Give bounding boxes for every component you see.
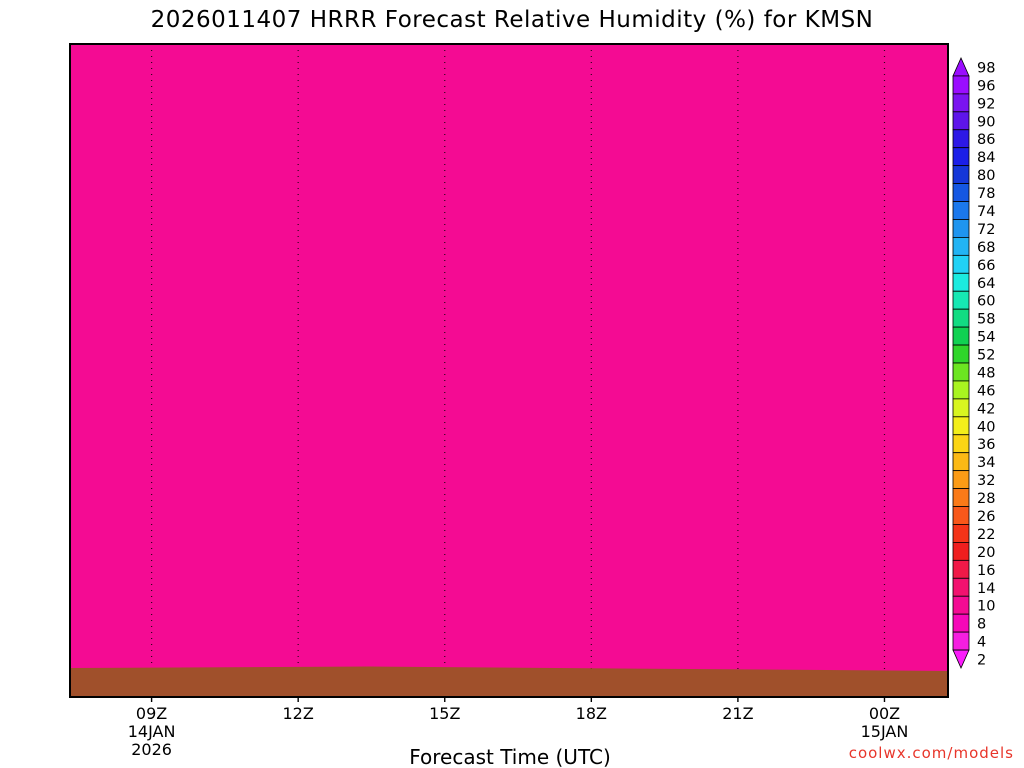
colorbar-swatch xyxy=(952,434,970,454)
colorbar-label: 22 xyxy=(977,527,995,543)
colorbar-label: 48 xyxy=(977,365,995,381)
x-tick-label: 2026 xyxy=(131,740,172,759)
colorbar-label: 14 xyxy=(977,581,995,597)
colorbar-swatch xyxy=(952,129,970,149)
colorbar-swatch xyxy=(952,272,970,292)
colorbar-label: 42 xyxy=(977,401,995,417)
colorbar-label: 86 xyxy=(977,132,995,148)
x-tick-label: 00Z xyxy=(869,704,900,723)
colorbar-swatch xyxy=(952,57,970,77)
colorbar-swatch xyxy=(952,201,970,220)
colorbar-swatch xyxy=(952,290,970,310)
colorbar-swatch xyxy=(952,344,970,364)
colorbar-swatch xyxy=(952,219,970,238)
colorbar-label: 40 xyxy=(977,419,995,435)
colorbar-label: 2 xyxy=(977,653,986,669)
colorbar-swatch xyxy=(952,542,970,561)
colorbar-label: 66 xyxy=(977,258,995,274)
colorbar-label: 84 xyxy=(977,150,995,166)
colorbar-label: 78 xyxy=(977,186,995,202)
colorbar-swatch xyxy=(952,470,970,489)
colorbar-label: 54 xyxy=(977,330,995,346)
plot-frame xyxy=(69,43,949,698)
colorbar-swatch xyxy=(952,75,970,95)
colorbar-label: 20 xyxy=(977,545,995,561)
colorbar-label: 96 xyxy=(977,78,995,94)
colorbar-swatch xyxy=(952,488,970,507)
x-tick-label: 09Z xyxy=(136,704,167,723)
x-tick-label: 14JAN xyxy=(128,722,176,741)
colorbar-label: 36 xyxy=(977,437,995,453)
colorbar-swatch xyxy=(952,380,970,400)
colorbar-label: 10 xyxy=(977,599,995,615)
colorbar-swatch xyxy=(952,595,970,615)
colorbar-label: 26 xyxy=(977,509,995,525)
colorbar-label: 32 xyxy=(977,473,995,489)
colorbar-label: 4 xyxy=(977,635,986,651)
gridlines xyxy=(150,44,886,697)
colorbar-swatch xyxy=(952,577,970,597)
colorbar-swatch xyxy=(952,93,970,113)
colorbar-swatch xyxy=(952,524,970,543)
colorbar-label: 72 xyxy=(977,222,995,238)
colorbar-label: 16 xyxy=(977,563,995,579)
credit-text: coolwx.com/models xyxy=(849,744,1014,762)
colorbar-swatch xyxy=(952,649,970,669)
colorbar-swatch xyxy=(952,416,970,436)
colorbar-swatch xyxy=(952,308,970,328)
x-axis-label: Forecast Time (UTC) xyxy=(409,745,611,768)
colorbar-swatch xyxy=(952,613,970,633)
x-tick-label: 15JAN xyxy=(861,722,909,741)
colorbar: 9896929086848078747268666460585452484642… xyxy=(952,57,995,669)
colorbar-label: 90 xyxy=(977,114,995,130)
colorbar-label: 34 xyxy=(977,455,995,471)
plot-area xyxy=(70,44,948,697)
colorbar-swatch xyxy=(952,254,970,274)
colorbar-swatch xyxy=(952,559,970,579)
colorbar-swatch xyxy=(952,237,970,256)
colorbar-swatch xyxy=(952,452,970,472)
colorbar-label: 52 xyxy=(977,348,995,364)
colorbar-swatch xyxy=(952,631,970,651)
colorbar-label: 8 xyxy=(977,617,986,633)
colorbar-swatch xyxy=(952,326,970,346)
colorbar-swatch xyxy=(952,398,970,418)
colorbar-label: 46 xyxy=(977,383,995,399)
colorbar-label: 92 xyxy=(977,96,995,112)
colorbar-label: 58 xyxy=(977,312,995,328)
x-tick-label: 12Z xyxy=(283,704,314,723)
x-tick-label: 21Z xyxy=(722,704,753,723)
colorbar-label: 68 xyxy=(977,240,995,256)
terrain-ground xyxy=(70,666,948,697)
colorbar-label: 98 xyxy=(977,60,995,76)
colorbar-swatch xyxy=(952,147,970,167)
chart-title: 2026011407 HRRR Forecast Relative Humidi… xyxy=(151,7,874,33)
colorbar-swatch xyxy=(952,165,970,184)
colorbar-swatch xyxy=(952,362,970,382)
colorbar-swatch xyxy=(952,506,970,525)
colorbar-swatch xyxy=(952,111,970,131)
colorbar-label: 80 xyxy=(977,168,995,184)
colorbar-label: 28 xyxy=(977,491,995,507)
x-tick-label: 15Z xyxy=(429,704,460,723)
colorbar-label: 74 xyxy=(977,204,995,220)
colorbar-label: 60 xyxy=(977,294,995,310)
colorbar-label: 64 xyxy=(977,276,995,292)
x-tick-label: 18Z xyxy=(576,704,607,723)
colorbar-swatch xyxy=(952,183,970,202)
